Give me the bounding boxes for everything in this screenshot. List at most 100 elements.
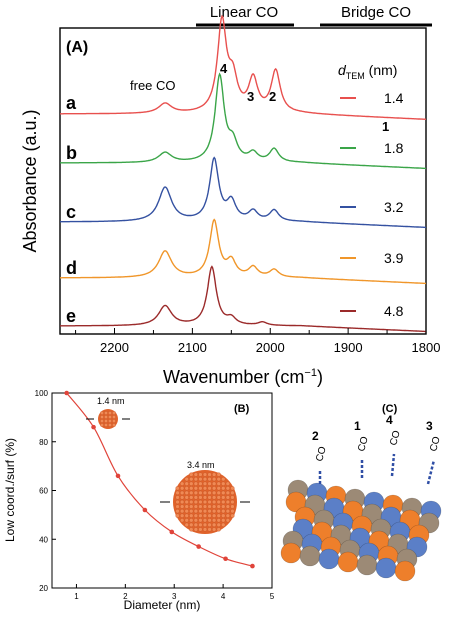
particle-atom [100, 419, 104, 423]
particle-atom [207, 481, 212, 486]
particle-atom [112, 419, 116, 423]
particle-atom [175, 495, 180, 500]
particle-atom [189, 481, 194, 486]
particle-atom [216, 522, 221, 527]
surface-atom [356, 554, 378, 576]
particle-atom [212, 490, 217, 495]
free-co-label: free CO [130, 78, 176, 93]
particle-atom [189, 486, 194, 491]
particle-atom [207, 504, 212, 509]
panel-b-ylabel: Low coord./surf (%) [3, 438, 17, 542]
particle-atom [189, 472, 194, 477]
particle-atom [104, 419, 108, 423]
dtem-subscript: TEM [346, 71, 365, 81]
particle-atom [180, 490, 185, 495]
spectrum-line-b [60, 72, 426, 170]
x-tick-label: 2000 [256, 340, 285, 355]
particle-atom [225, 490, 230, 495]
peak-2-label: 2 [269, 89, 276, 104]
panel-a-ylabel: Absorbance (a.u.) [20, 109, 40, 252]
diameter-point [115, 473, 121, 479]
dtem-symbol: d [338, 62, 347, 78]
spectrum-label-a: a [66, 93, 77, 113]
particle-atom [180, 509, 185, 514]
particle-atom [207, 509, 212, 514]
panel-a-x-axis: 2200 2100 2000 1900 1800 [75, 328, 440, 355]
particle-atom [100, 415, 104, 419]
inset-large-label: 3.4 nm [187, 460, 215, 470]
particle-atom [207, 486, 212, 491]
particle-atom [230, 504, 235, 509]
particle-atom [198, 472, 203, 477]
panel-b-xlabel: Diameter (nm) [124, 598, 201, 612]
particle-atom [221, 486, 226, 491]
particle-atom [212, 481, 217, 486]
small-nanoparticle-icon [86, 409, 130, 429]
panel-b-label: (B) [234, 403, 250, 415]
particle-atom [193, 504, 198, 509]
y-tick-label: 60 [39, 487, 48, 496]
particle-atom [112, 415, 116, 419]
particle-atom [175, 490, 180, 495]
particle-atom [184, 522, 189, 527]
particle-atom [216, 504, 221, 509]
particle-atom [108, 419, 112, 423]
adsorption-bond [390, 453, 396, 477]
particle-atom [212, 477, 217, 482]
particle-atom [108, 411, 112, 415]
particle-atom [180, 486, 185, 491]
surface-atom [280, 542, 302, 564]
diameter-point [169, 529, 175, 535]
particle-atom [216, 490, 221, 495]
particle-atom [193, 518, 198, 523]
particle-atom [202, 481, 208, 486]
particle-atom [193, 495, 198, 500]
particle-atom [189, 499, 194, 505]
particle-atom [225, 499, 230, 505]
x-tick-label: 1900 [334, 340, 363, 355]
particle-atom [104, 415, 108, 419]
particle-atom [221, 477, 226, 482]
particle-atom [180, 481, 185, 486]
spectrum-label-e: e [66, 306, 76, 326]
particle-atom [104, 411, 108, 415]
x-tick-label: 5 [270, 592, 275, 601]
x-tick-label: 1 [74, 592, 79, 601]
particle-atom [221, 490, 226, 495]
panel-c: (C) CO 2 CO 1 CO 4 CO 3 [280, 403, 443, 582]
diameter-point [64, 390, 69, 396]
particle-atom [184, 486, 189, 491]
particle-atom [216, 518, 221, 523]
particle-atom [212, 499, 217, 505]
particle-atom [184, 504, 189, 509]
particle-atom [193, 490, 198, 495]
particle-atom [202, 527, 208, 532]
xlabel-superscript: −1 [304, 367, 317, 379]
particle-atom [225, 509, 230, 514]
y-tick-label: 20 [39, 584, 48, 593]
linear-co-label: Linear CO [210, 4, 278, 21]
particle-atom [184, 495, 189, 500]
diameter-curve [66, 392, 253, 567]
particle-atom [202, 518, 208, 523]
particle-atom [207, 477, 212, 482]
particle-atom [198, 522, 203, 527]
legend-value-e: 4.8 [384, 303, 404, 319]
dtem-unit: (nm) [365, 62, 398, 78]
y-tick-label: 40 [39, 535, 48, 544]
particle-atom [225, 504, 230, 509]
spectrum-line-e [60, 265, 426, 333]
particle-atom [189, 504, 194, 509]
site-number-label: 2 [312, 429, 319, 443]
particle-atom [216, 513, 221, 518]
particle-atom [175, 509, 180, 514]
particle-atom [193, 481, 198, 486]
particle-atom [207, 522, 212, 527]
particle-atom [180, 499, 185, 505]
particle-atom [207, 518, 212, 523]
top-labels: Linear CO Bridge CO [196, 4, 432, 27]
particle-atom [189, 522, 194, 527]
particle-atom [193, 486, 198, 491]
particle-atom [212, 527, 217, 532]
